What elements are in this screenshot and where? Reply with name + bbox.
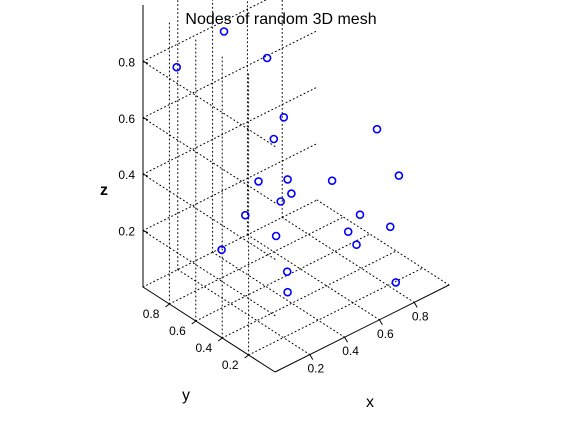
data-point — [269, 134, 279, 144]
data-point — [283, 175, 292, 184]
x-tick-label: 0.4 — [342, 344, 359, 358]
data-point — [241, 210, 250, 220]
data-point — [343, 227, 353, 236]
data-point — [327, 176, 337, 185]
y-tick-label: 0.4 — [196, 341, 213, 355]
z-tick-mark — [142, 117, 149, 121]
chart-title: Nodes of random 3D mesh — [185, 11, 376, 28]
y-tick-mark — [165, 303, 170, 308]
y-axis-label: y — [182, 387, 190, 404]
y-tick-mark — [244, 354, 249, 359]
axes-layer — [142, 5, 450, 373]
y-tick-mark — [217, 337, 223, 342]
grid-line — [221, 250, 397, 339]
grid-line — [142, 143, 318, 232]
z-axis-label: z — [100, 182, 108, 199]
y-tick-label: 0.8 — [143, 307, 160, 321]
data-point — [283, 287, 292, 297]
y-tick-mark — [191, 320, 197, 325]
z-tick-mark — [142, 173, 149, 177]
data-point — [219, 27, 229, 36]
data-point — [271, 231, 281, 241]
data-point — [254, 177, 263, 186]
data-point — [287, 189, 296, 198]
x-tick-mark — [309, 354, 314, 360]
data-point — [352, 240, 361, 249]
data-point — [372, 124, 382, 134]
x-tick-label: 0.6 — [377, 327, 394, 341]
x-tick-mark — [378, 319, 383, 326]
grid-line — [142, 30, 318, 119]
points-layer — [172, 27, 404, 297]
data-point — [355, 210, 365, 219]
grid-line — [142, 86, 318, 175]
data-point — [282, 267, 292, 277]
z-tick-mark — [142, 230, 149, 234]
grid-line — [168, 216, 344, 305]
z-tick-label: 0.6 — [118, 112, 135, 126]
x-tick-mark — [344, 336, 349, 343]
z-tick-mark — [142, 60, 149, 64]
grid-line — [142, 199, 318, 288]
x-axis-label: x — [366, 394, 374, 411]
z-tick-label: 0.2 — [118, 225, 135, 239]
data-point — [276, 197, 286, 206]
data-point — [217, 245, 226, 254]
y-axis-line — [142, 286, 276, 373]
grid-line — [195, 233, 371, 322]
x-tick-mark — [413, 302, 418, 308]
data-point — [172, 62, 181, 72]
data-point — [279, 113, 289, 122]
data-point — [394, 171, 404, 180]
data-point — [391, 278, 401, 287]
data-point — [262, 53, 272, 63]
x-tick-label: 0.2 — [307, 362, 324, 376]
y-tick-label: 0.6 — [169, 324, 186, 338]
grid-line — [142, 0, 267, 62]
x-axis-line — [274, 284, 450, 373]
ticks-layer: 0.2 0.4 0.6 0.8 0.2 0.4 0.6 0.8 0.2 0.4 0.6 0.8 — [118, 55, 429, 375]
data-point — [385, 222, 395, 232]
grid-line — [248, 267, 424, 356]
z-tick-label: 0.8 — [118, 55, 135, 69]
z-tick-label: 0.4 — [118, 168, 135, 182]
x-tick-label: 0.8 — [412, 309, 429, 323]
y-tick-label: 0.2 — [222, 358, 239, 372]
